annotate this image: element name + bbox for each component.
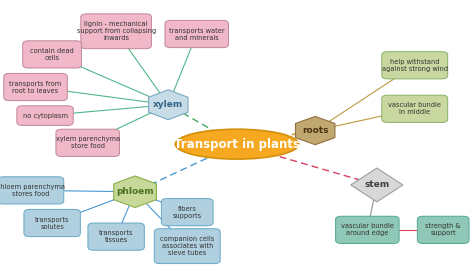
FancyBboxPatch shape — [417, 216, 469, 243]
Polygon shape — [295, 116, 335, 145]
Text: transports from
root to leaves: transports from root to leaves — [9, 81, 62, 94]
FancyBboxPatch shape — [382, 52, 447, 79]
Text: Transport in plants: Transport in plants — [174, 138, 300, 151]
Polygon shape — [148, 90, 188, 120]
FancyBboxPatch shape — [165, 20, 228, 48]
Text: transports
solutes: transports solutes — [35, 217, 69, 230]
Text: roots: roots — [302, 126, 328, 135]
Text: xylem: xylem — [153, 100, 183, 109]
Text: no cytoplasm: no cytoplasm — [23, 113, 67, 119]
Text: vascular bundle
in middle: vascular bundle in middle — [388, 102, 441, 115]
FancyBboxPatch shape — [56, 129, 119, 156]
FancyBboxPatch shape — [161, 199, 213, 226]
FancyBboxPatch shape — [155, 229, 220, 264]
Text: companion cells
associates with
sieve tubes: companion cells associates with sieve tu… — [160, 236, 214, 256]
Text: strength &
support: strength & support — [426, 223, 461, 236]
Text: vascular bundle
around edge: vascular bundle around edge — [341, 223, 394, 236]
FancyBboxPatch shape — [0, 177, 64, 204]
FancyBboxPatch shape — [4, 73, 67, 101]
FancyBboxPatch shape — [81, 14, 152, 49]
Text: phloem: phloem — [116, 187, 154, 196]
Text: stem: stem — [364, 180, 390, 190]
Text: contain dead
cells: contain dead cells — [30, 48, 74, 61]
Text: lignin - mechanical
support from collapsing
inwards: lignin - mechanical support from collaps… — [76, 21, 156, 41]
Text: transports
tissues: transports tissues — [99, 230, 133, 243]
FancyBboxPatch shape — [23, 41, 82, 68]
Text: xylem parenchyma
store food: xylem parenchyma store food — [55, 136, 120, 149]
Polygon shape — [351, 168, 403, 202]
FancyBboxPatch shape — [88, 223, 144, 250]
Text: transports water
and minerals: transports water and minerals — [169, 27, 225, 41]
Text: fibers
supports: fibers supports — [173, 206, 202, 219]
Text: phloem parenchyma
stores food: phloem parenchyma stores food — [0, 184, 65, 197]
FancyBboxPatch shape — [17, 106, 73, 125]
FancyBboxPatch shape — [24, 209, 80, 237]
Text: help withstand
against strong wind: help withstand against strong wind — [382, 59, 448, 72]
FancyBboxPatch shape — [382, 95, 447, 122]
FancyBboxPatch shape — [336, 216, 399, 243]
Polygon shape — [114, 176, 156, 208]
Ellipse shape — [175, 129, 299, 159]
